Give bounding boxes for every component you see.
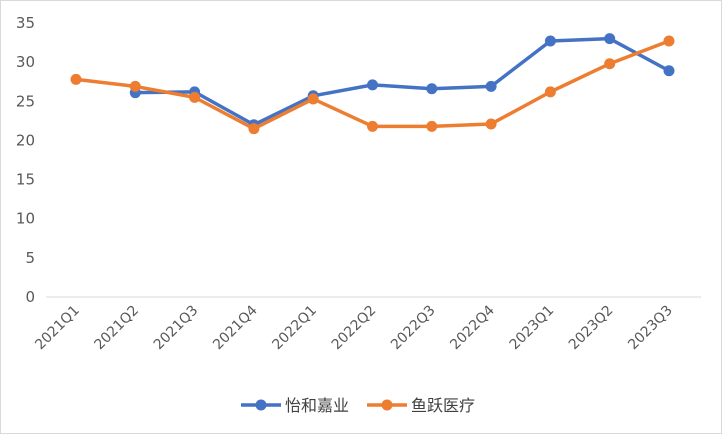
data-point [367,120,378,132]
y-tick-label: 25 [16,92,35,110]
data-point [663,35,675,47]
y-tick-label: 15 [16,171,35,189]
data-point [604,33,616,45]
data-point [367,79,378,91]
x-tick-label: 2022Q3 [388,303,439,354]
x-tick-label: 2022Q2 [329,303,380,354]
x-tick-label: 2023Q2 [566,303,617,354]
y-tick-label: 35 [16,14,35,32]
data-point [485,80,497,92]
data-point [129,80,141,92]
y-tick-label: 20 [16,131,35,149]
legend-marker-2 [381,399,393,411]
y-tick-label: 0 [25,288,35,306]
x-tick-label: 2021Q3 [151,303,202,354]
y-tick-label: 30 [16,53,35,71]
data-point [604,58,616,70]
data-point [307,93,319,105]
data-point [485,118,497,130]
legend-label-1: 怡和嘉业 [285,396,349,415]
y-axis-ticks: 0 5 10 15 20 25 30 35 [16,14,35,306]
data-point [544,35,556,47]
legend-label-2: 鱼跃医疗 [411,396,475,415]
data-point [544,86,556,98]
data-point [70,73,82,85]
x-tick-label: 2021Q1 [32,303,83,354]
legend-marker-1 [255,399,267,411]
x-tick-label: 2023Q1 [507,303,558,354]
data-point [426,83,438,95]
data-point [248,123,260,135]
x-axis-ticks: 2021Q1 2021Q2 2021Q3 2021Q4 2022Q1 2022Q2 2022… [32,302,676,353]
data-point [426,120,438,132]
data-point [189,91,201,103]
x-tick-label: 2021Q2 [92,303,143,354]
x-tick-label: 2021Q4 [210,302,261,353]
x-tick-label: 2022Q1 [269,303,320,354]
y-tick-label: 5 [25,249,35,267]
legend: 怡和嘉业 鱼跃医疗 [241,396,475,415]
x-tick-label: 2023Q3 [625,303,676,354]
y-tick-label: 10 [16,210,35,228]
data-point [663,65,675,77]
x-tick-label: 2022Q4 [447,302,498,353]
series-line-1 [133,36,671,127]
series-group [70,33,675,135]
